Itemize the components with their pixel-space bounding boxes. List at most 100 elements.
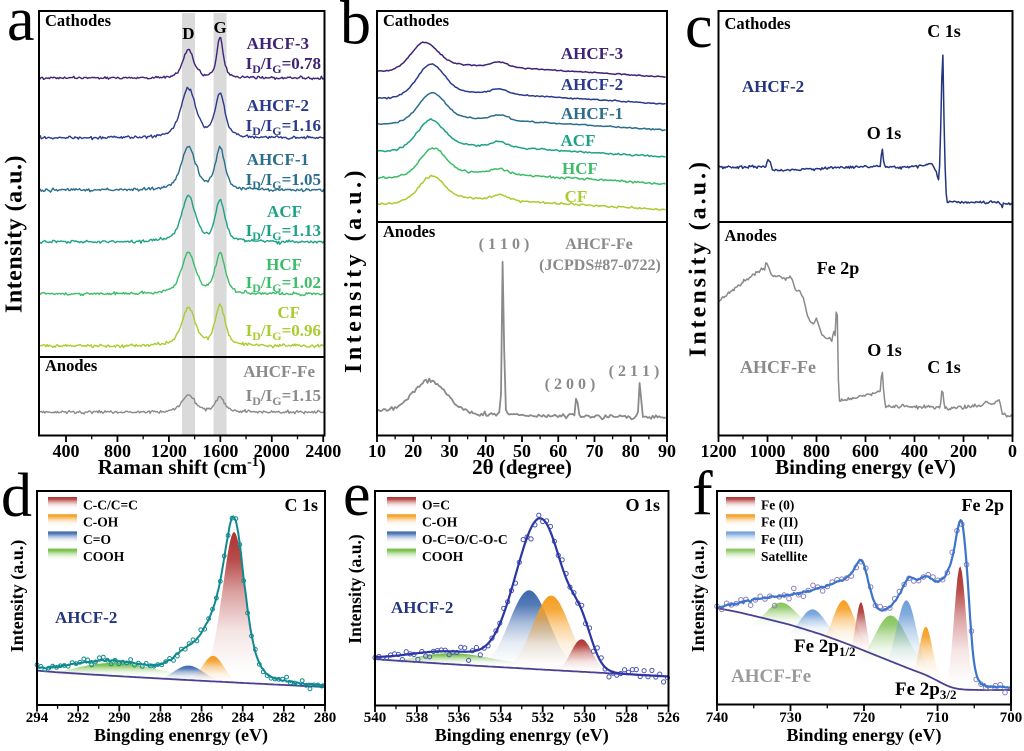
svg-text:HCF: HCF — [266, 255, 302, 274]
svg-text:O=C: O=C — [422, 498, 450, 513]
svg-text:Intensity (a.u.): Intensity (a.u.) — [7, 540, 28, 653]
svg-text:Fe (II): Fe (II) — [761, 515, 798, 530]
svg-text:2000: 2000 — [254, 441, 290, 461]
svg-text:O 1s: O 1s — [867, 123, 902, 143]
svg-text:60: 60 — [549, 441, 567, 461]
svg-text:Fe 2p: Fe 2p — [962, 495, 1005, 515]
svg-text:Anodes: Anodes — [383, 222, 436, 241]
svg-text:538: 538 — [406, 710, 429, 726]
svg-text:Fe (III): Fe (III) — [761, 532, 803, 547]
svg-text:800: 800 — [104, 441, 131, 461]
svg-text:294: 294 — [26, 710, 49, 726]
svg-text:532: 532 — [531, 710, 554, 726]
svg-text:AHCF-1: AHCF-1 — [247, 150, 309, 169]
svg-text:ACF: ACF — [267, 202, 302, 221]
svg-text:ID/IG=0.78: ID/IG=0.78 — [246, 54, 321, 76]
svg-text:282: 282 — [273, 710, 296, 726]
svg-text:280: 280 — [314, 710, 337, 726]
svg-text:C 1s: C 1s — [927, 357, 961, 377]
svg-text:534: 534 — [490, 710, 513, 726]
svg-text:CF: CF — [277, 303, 300, 322]
svg-text:284: 284 — [231, 710, 254, 726]
svg-text:2θ (degree): 2θ (degree) — [472, 455, 572, 479]
svg-text:1000: 1000 — [750, 441, 786, 461]
svg-text:Cathodes: Cathodes — [45, 11, 112, 30]
svg-text:Fe (0): Fe (0) — [761, 498, 794, 513]
svg-text:290: 290 — [108, 710, 131, 726]
svg-text:ID/IG=1.16: ID/IG=1.16 — [246, 116, 321, 138]
svg-text:( 1 1 0 ): ( 1 1 0 ) — [479, 236, 530, 253]
svg-text:AHCF-2: AHCF-2 — [391, 598, 453, 617]
svg-text:70: 70 — [586, 441, 604, 461]
svg-text:536: 536 — [448, 710, 471, 726]
svg-text:720: 720 — [853, 710, 876, 726]
svg-text:Intensity (a.u.): Intensity (a.u.) — [345, 534, 365, 644]
svg-text:Binding energy (eV): Binding energy (eV) — [787, 725, 942, 746]
svg-text:ID/IG=1.13: ID/IG=1.13 — [246, 221, 321, 243]
svg-text:C-OH: C-OH — [83, 515, 119, 530]
svg-text:HCF: HCF — [562, 159, 598, 178]
svg-text:C=O: C=O — [83, 532, 111, 547]
svg-text:1200: 1200 — [151, 441, 187, 461]
svg-text:AHCF-2: AHCF-2 — [561, 75, 623, 94]
svg-text:AHCF-Fe: AHCF-Fe — [565, 236, 633, 253]
svg-text:c: c — [685, 0, 713, 61]
svg-text:AHCF-3: AHCF-3 — [561, 44, 623, 63]
svg-text:AHCF-2: AHCF-2 — [247, 96, 309, 115]
svg-text:526: 526 — [657, 710, 680, 726]
svg-text:ID/IG=1.15: ID/IG=1.15 — [246, 386, 321, 408]
svg-text:Anodes: Anodes — [45, 356, 98, 375]
svg-text:O 1s: O 1s — [867, 340, 902, 360]
svg-text:Binding energy (eV): Binding energy (eV) — [775, 455, 956, 479]
svg-text:a: a — [7, 0, 35, 54]
svg-text:AHCF-2: AHCF-2 — [742, 77, 804, 96]
svg-text:C-OH: C-OH — [422, 515, 458, 530]
svg-text:( 2 0 0 ): ( 2 0 0 ) — [545, 376, 596, 393]
svg-text:200: 200 — [950, 441, 977, 461]
svg-text:740: 740 — [706, 710, 729, 726]
svg-text:1600: 1600 — [202, 441, 238, 461]
svg-text:D: D — [182, 24, 194, 43]
svg-text:Intensity (a.u.): Intensity (a.u.) — [2, 155, 28, 313]
svg-text:288: 288 — [149, 710, 172, 726]
svg-text:Fe 2p: Fe 2p — [817, 258, 860, 278]
svg-text:10: 10 — [368, 441, 386, 461]
svg-text:Raman shift (cm-1): Raman shift (cm-1) — [98, 455, 266, 479]
svg-text:G: G — [213, 18, 226, 37]
svg-text:COOH: COOH — [422, 549, 464, 564]
svg-text:Cathodes: Cathodes — [725, 14, 792, 33]
svg-text:2400: 2400 — [305, 441, 341, 461]
svg-text:40: 40 — [477, 441, 495, 461]
svg-text:600: 600 — [852, 441, 879, 461]
svg-text:Intensity (a.u.): Intensity (a.u.) — [341, 167, 367, 373]
svg-text:Intensity (a.u.): Intensity (a.u.) — [686, 159, 712, 357]
svg-text:80: 80 — [622, 441, 640, 461]
svg-text:20: 20 — [404, 441, 422, 461]
svg-text:ACF: ACF — [561, 131, 596, 150]
svg-text:1200: 1200 — [701, 441, 737, 461]
svg-text:50: 50 — [513, 441, 531, 461]
svg-text:C-C/C=C: C-C/C=C — [83, 498, 138, 513]
svg-text:Satellite: Satellite — [761, 549, 808, 564]
svg-text:286: 286 — [190, 710, 213, 726]
svg-text:292: 292 — [67, 710, 90, 726]
svg-text:AHCF-Fe: AHCF-Fe — [243, 362, 315, 381]
svg-text:d: d — [1, 462, 32, 530]
svg-text:Anodes: Anodes — [725, 226, 778, 245]
svg-text:Bingding enenrgy (eV): Bingding enenrgy (eV) — [435, 725, 609, 746]
svg-text:( 2 1 1 ): ( 2 1 1 ) — [609, 363, 660, 380]
svg-text:AHCF-Fe: AHCF-Fe — [740, 357, 816, 377]
svg-text:Cathodes: Cathodes — [383, 11, 450, 30]
svg-text:90: 90 — [658, 441, 676, 461]
svg-text:AHCF-3: AHCF-3 — [247, 34, 309, 53]
svg-text:C 1s: C 1s — [927, 21, 961, 41]
svg-text:(JCPDS#87-0722): (JCPDS#87-0722) — [539, 257, 661, 274]
svg-text:30: 30 — [441, 441, 459, 461]
svg-text:f: f — [692, 460, 713, 528]
svg-text:Bingding enenrgy (eV): Bingding enenrgy (eV) — [94, 725, 268, 746]
svg-text:ID/IG=0.96: ID/IG=0.96 — [246, 321, 321, 343]
svg-text:700: 700 — [1000, 710, 1023, 726]
svg-text:730: 730 — [779, 710, 802, 726]
svg-text:0: 0 — [1008, 441, 1017, 461]
svg-text:O 1s: O 1s — [625, 495, 660, 515]
